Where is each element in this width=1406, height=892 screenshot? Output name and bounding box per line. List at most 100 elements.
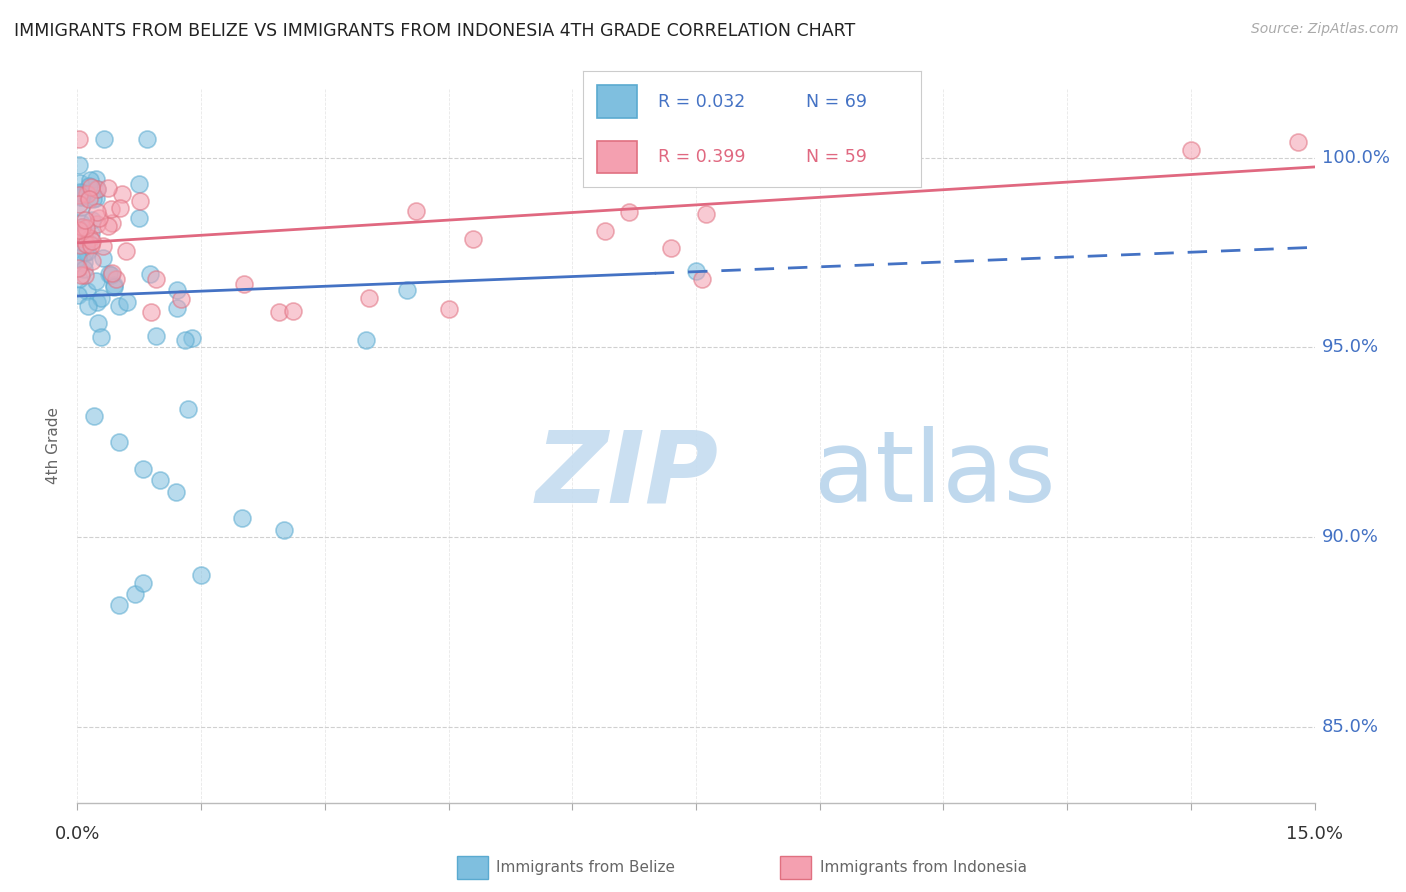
Point <box>103 279 125 293</box>
Point <box>80 226 103 240</box>
Point <box>138 267 160 281</box>
Text: Immigrants from Indonesia: Immigrants from Indonesia <box>820 860 1026 874</box>
Point <box>70 231 93 245</box>
Point <box>100 202 122 216</box>
Point <box>86 217 108 231</box>
Point <box>67 158 90 172</box>
Point <box>73 255 96 269</box>
Point <box>76 284 98 298</box>
Point <box>661 241 683 255</box>
Point <box>67 188 90 202</box>
Text: 15.0%: 15.0% <box>1286 825 1343 843</box>
Point <box>72 262 94 277</box>
Point <box>82 234 104 248</box>
Text: IMMIGRANTS FROM BELIZE VS IMMIGRANTS FROM INDONESIA 4TH GRADE CORRELATION CHART: IMMIGRANTS FROM BELIZE VS IMMIGRANTS FRO… <box>14 22 855 40</box>
Point <box>100 268 122 283</box>
Point <box>100 266 122 280</box>
Point <box>166 283 188 297</box>
Point <box>89 211 111 225</box>
Point <box>67 222 90 236</box>
Point <box>67 261 90 276</box>
Point <box>72 220 94 235</box>
Text: 100.0%: 100.0% <box>1322 149 1389 167</box>
Point <box>73 235 96 249</box>
Point <box>231 511 253 525</box>
Text: 95.0%: 95.0% <box>1322 338 1379 356</box>
Point <box>108 201 131 215</box>
Point <box>107 299 129 313</box>
Point <box>77 192 100 206</box>
Point <box>169 292 191 306</box>
Point <box>80 238 103 252</box>
Bar <box>598 141 637 173</box>
Point <box>70 190 93 204</box>
Point <box>69 229 91 244</box>
Text: R = 0.032: R = 0.032 <box>658 93 745 111</box>
Point <box>82 213 104 227</box>
Point <box>619 205 641 219</box>
Point <box>166 301 188 315</box>
Point <box>461 232 484 246</box>
Point <box>80 179 103 194</box>
Point <box>82 192 104 206</box>
Point <box>69 217 91 231</box>
Point <box>90 291 112 305</box>
Point <box>128 194 150 208</box>
Point <box>132 575 155 590</box>
Point <box>91 251 114 265</box>
Text: 0.0%: 0.0% <box>55 825 100 843</box>
Point <box>405 204 427 219</box>
Point <box>86 182 108 196</box>
Point <box>181 331 204 345</box>
Text: Immigrants from Belize: Immigrants from Belize <box>496 860 675 874</box>
Point <box>354 333 377 347</box>
Point <box>67 251 90 265</box>
Point <box>107 599 129 613</box>
Point <box>76 299 98 313</box>
Point <box>115 294 138 309</box>
Point <box>190 568 212 582</box>
Point <box>132 462 155 476</box>
Point <box>91 239 114 253</box>
Point <box>70 220 93 235</box>
Point <box>73 228 96 243</box>
Text: N = 69: N = 69 <box>806 93 868 111</box>
Point <box>97 219 120 234</box>
Point <box>79 172 101 186</box>
Bar <box>598 86 637 118</box>
Point <box>75 212 97 227</box>
Point <box>269 305 291 319</box>
Point <box>86 205 108 219</box>
Point <box>104 271 127 285</box>
Point <box>67 197 90 211</box>
Point <box>75 268 97 282</box>
Point <box>128 211 150 225</box>
Point <box>808 146 831 161</box>
Point <box>115 244 138 258</box>
Point <box>232 277 254 291</box>
Point <box>83 409 105 423</box>
Point <box>145 329 167 343</box>
Point <box>84 172 107 186</box>
Point <box>695 207 717 221</box>
Point <box>396 284 419 298</box>
Point <box>145 272 167 286</box>
Point <box>685 264 707 278</box>
Point <box>273 523 295 537</box>
Point <box>73 186 96 200</box>
Text: Source: ZipAtlas.com: Source: ZipAtlas.com <box>1251 22 1399 37</box>
Point <box>75 237 97 252</box>
Point <box>70 186 93 200</box>
Point <box>149 473 172 487</box>
Point <box>79 178 101 193</box>
Point <box>69 238 91 252</box>
Point <box>602 158 624 172</box>
Point <box>69 186 91 201</box>
Point <box>101 216 124 230</box>
Point <box>86 295 108 310</box>
Text: atlas: atlas <box>814 426 1054 523</box>
Point <box>103 277 125 292</box>
Point <box>67 131 90 145</box>
Point <box>1180 143 1202 157</box>
Point <box>357 291 380 305</box>
